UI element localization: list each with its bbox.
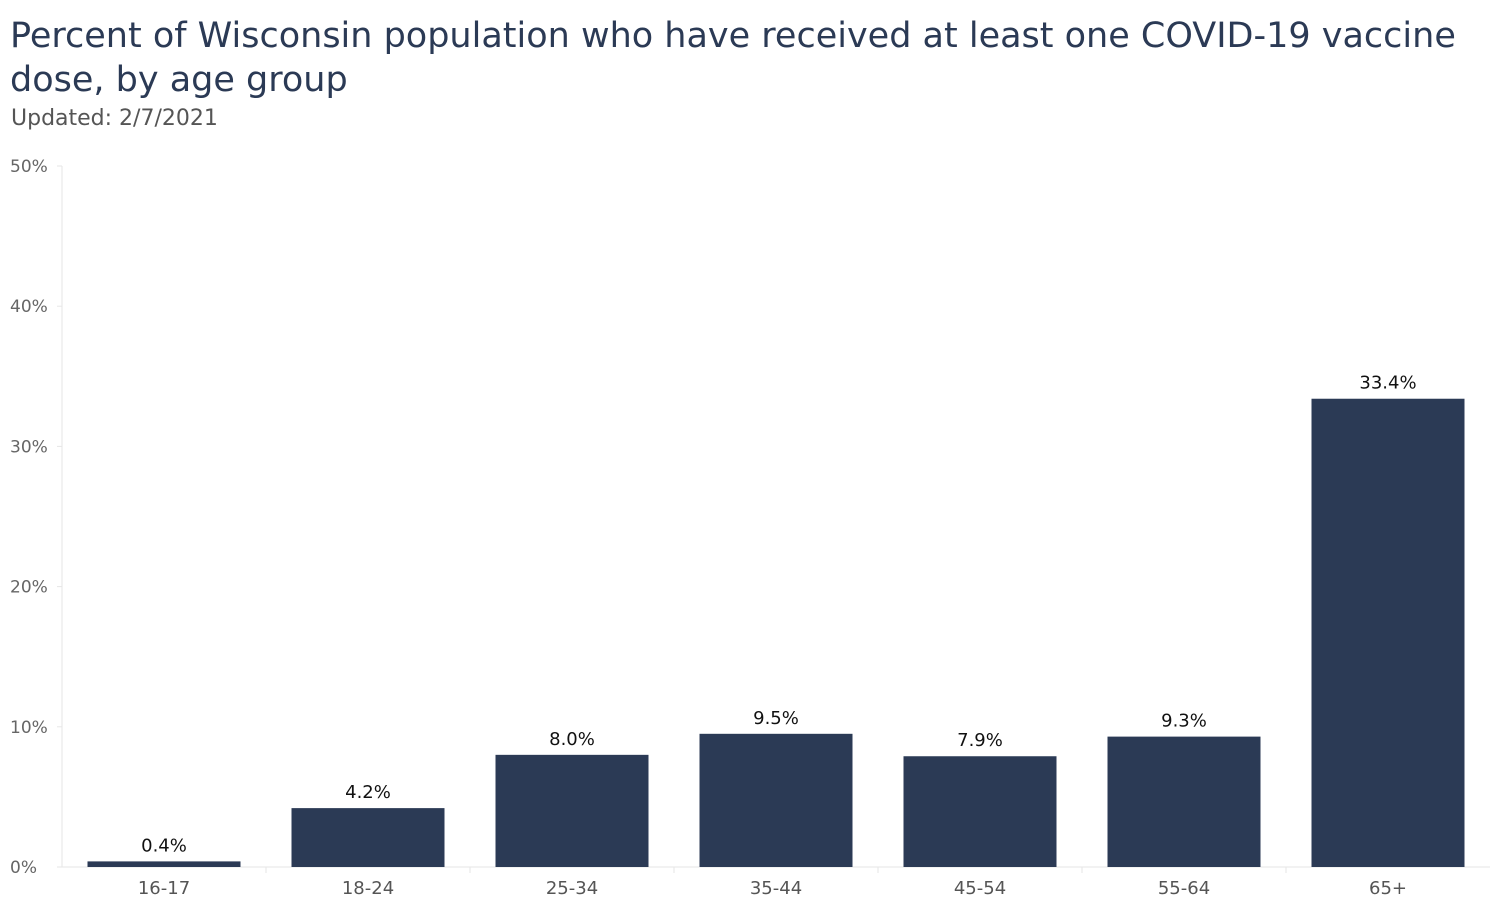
- x-tick-label: 25-34: [546, 878, 598, 899]
- data-label: 8.0%: [549, 729, 595, 750]
- bar-35-44: [699, 733, 853, 867]
- bar-25-34: [495, 754, 649, 867]
- data-label: 33.4%: [1359, 373, 1416, 394]
- x-tick-label: 45-54: [954, 878, 1006, 899]
- y-tick-label: 50%: [10, 157, 48, 177]
- x-tick-label: 16-17: [138, 878, 190, 899]
- data-label: 7.9%: [957, 730, 1003, 751]
- y-tick-label: 10%: [10, 718, 48, 738]
- bar-55-64: [1107, 736, 1261, 867]
- data-label: 0.4%: [141, 835, 187, 856]
- x-tick-label: 65+: [1369, 878, 1407, 899]
- data-label: 9.3%: [1161, 711, 1207, 732]
- x-tick-label: 18-24: [342, 878, 394, 899]
- data-labels: 16-17 0.4% 18-24 4.2% 25-34 8.0% 35-44 9.5% 45-5…: [138, 373, 1417, 899]
- x-tick-label: 35-44: [750, 878, 802, 899]
- bar-18-24: [291, 808, 445, 867]
- data-label: 9.5%: [753, 708, 799, 729]
- y-tick-label: 40%: [10, 297, 48, 317]
- y-tick-label: 0%: [10, 858, 37, 878]
- bar-45-54: [903, 756, 1057, 867]
- bar-16-17: [87, 861, 241, 867]
- data-label: 4.2%: [345, 782, 391, 803]
- bar-series: [87, 398, 1465, 867]
- chart-subtitle: Updated: 2/7/2021: [11, 106, 218, 131]
- x-tick-label: 55-64: [1158, 878, 1210, 899]
- y-tick-label: 20%: [10, 578, 48, 598]
- y-tick-label: 30%: [10, 437, 48, 457]
- chart-title: Percent of Wisconsin population who have…: [10, 16, 1456, 100]
- bar-65+: [1311, 398, 1465, 867]
